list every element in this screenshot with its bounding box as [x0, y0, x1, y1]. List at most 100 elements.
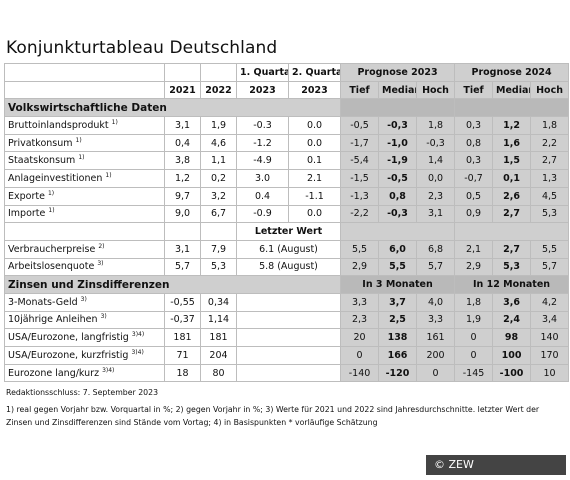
header-prognose-2023: Prognose 2023: [339, 63, 456, 82]
value-cell: 0.0: [288, 133, 341, 153]
value-cell: 98: [492, 328, 532, 347]
value-cell: 0,9: [454, 204, 494, 224]
last-value-cell: 6.1 (August): [236, 239, 341, 259]
row-label-text: USA/Eurozone, langfristig: [8, 332, 132, 344]
table-row: 3-Monats-Geld 3) -0,55 0,34 3,3 3,7 4,0 1,8 3,6…: [4, 292, 570, 312]
value-cell: 3,8: [164, 151, 201, 171]
value-cell: 2,2: [530, 133, 570, 153]
value-cell: 166: [378, 346, 417, 365]
value-cell: 0: [415, 363, 456, 383]
header-2023-q2: 2023: [288, 80, 341, 100]
row-label-text: Importe: [8, 208, 49, 220]
header-prognose-2024: Prognose 2024: [454, 63, 570, 82]
empty-cell: [236, 363, 341, 383]
value-cell: 3,2: [200, 186, 237, 206]
section-fill: [454, 98, 570, 118]
value-cell: 4,6: [200, 133, 237, 153]
value-cell: 1,8: [530, 116, 570, 135]
value-cell: 2,3: [340, 310, 379, 330]
value-cell: 2,9: [340, 257, 379, 277]
value-cell: 1,6: [492, 133, 532, 153]
empty-cell: [339, 222, 456, 241]
value-cell: -1,7: [340, 133, 379, 153]
header-empty: [4, 63, 165, 82]
konjunktur-table-wrap: 1. Quartal 2. Quartal Prognose 2023 Prog…: [4, 63, 570, 383]
value-cell: 0: [454, 328, 494, 347]
copyright-credit: © ZEW: [426, 455, 566, 475]
value-cell: 2,4: [492, 310, 532, 330]
value-cell: 140: [530, 328, 570, 347]
empty-cell: [4, 222, 165, 241]
footnote-marker: 3)4): [131, 348, 144, 356]
value-cell: -1.1: [288, 186, 341, 206]
empty-cell: [164, 222, 201, 241]
row-label: 3-Monats-Geld 3): [4, 292, 165, 312]
value-cell: 181: [200, 328, 237, 347]
empty-cell: [454, 222, 570, 241]
row-label: Exporte 1): [4, 186, 165, 206]
value-cell: 3.0: [236, 169, 289, 188]
value-cell: 4,2: [530, 292, 570, 312]
value-cell: 0,34: [200, 292, 237, 312]
footnote-marker: 1): [48, 207, 55, 215]
header-in-3-monaten: In 3 Monaten: [339, 275, 456, 294]
row-label-text: 10jährige Anleihen: [8, 314, 101, 326]
value-cell: 3,7: [378, 292, 417, 312]
footnote-marker: 3): [100, 313, 107, 321]
header-empty: [4, 80, 165, 100]
value-cell: 0,0: [415, 169, 456, 188]
row-label: Privatkonsum 1): [4, 133, 165, 153]
header-q1: 1. Quartal: [236, 63, 289, 82]
letzter-wert-row: Letzter Wert: [4, 222, 570, 241]
value-cell: 1,3: [530, 169, 570, 188]
value-cell: -0,3: [378, 204, 417, 224]
page-title: Konjunkturtableau Deutschland: [6, 38, 278, 58]
value-cell: 161: [415, 328, 456, 347]
value-cell: 10: [530, 363, 570, 383]
header-median: Median: [492, 80, 532, 100]
value-cell: -145: [454, 363, 494, 383]
value-cell: 1,14: [200, 310, 237, 330]
value-cell: 2,9: [454, 257, 494, 277]
value-cell: 6,8: [415, 239, 456, 259]
table-row: Bruttoinlandsprodukt 1) 3,1 1,9 -0.3 0.0 -0,5…: [4, 116, 570, 135]
value-cell: -0,37: [164, 310, 201, 330]
value-cell: 181: [164, 328, 201, 347]
value-cell: 0,8: [454, 133, 494, 153]
value-cell: 5,5: [378, 257, 417, 277]
value-cell: 5,5: [530, 239, 570, 259]
header-in-12-monaten: In 12 Monaten: [454, 275, 570, 294]
value-cell: 80: [200, 363, 237, 383]
value-cell: 2,7: [530, 151, 570, 171]
rows-zinsen: 3-Monats-Geld 3) -0,55 0,34 3,3 3,7 4,0 1,8 3,6…: [4, 292, 570, 383]
value-cell: 9,7: [164, 186, 201, 206]
footnote-marker: 1): [75, 136, 82, 144]
value-cell: -0,7: [454, 169, 494, 188]
value-cell: -2,2: [340, 204, 379, 224]
row-label-text: Privatkonsum: [8, 137, 76, 149]
value-cell: 1,9: [454, 310, 494, 330]
empty-cell: [236, 310, 341, 330]
value-cell: 5,5: [340, 239, 379, 259]
row-label: Bruttoinlandsprodukt 1): [4, 116, 165, 135]
footnote-marker: 1): [105, 171, 112, 179]
value-cell: 0.1: [288, 151, 341, 171]
last-value-cell: 5.8 (August): [236, 257, 341, 277]
footnote-marker: 3): [80, 295, 87, 303]
row-label-text: Anlageinvestitionen: [8, 172, 106, 184]
row-label: USA/Eurozone, langfristig 3)4): [4, 328, 165, 347]
value-cell: -100: [492, 363, 532, 383]
table-row: Anlageinvestitionen 1) 1,2 0,2 3.0 2.1 -1,5 -0…: [4, 169, 570, 188]
value-cell: 0,4: [164, 133, 201, 153]
value-cell: -5,4: [340, 151, 379, 171]
value-cell: -1,0: [378, 133, 417, 153]
footnote-marker: 2): [98, 242, 105, 250]
value-cell: 200: [415, 346, 456, 365]
letzter-wert-body: Letzter Wert: [4, 222, 570, 241]
table-row: Importe 1) 9,0 6,7 -0.9 0.0 -2,2 -0,3 3,1 0,9 2,7…: [4, 204, 570, 224]
value-cell: -0,55: [164, 292, 201, 312]
rows-preise: Verbraucherpreise 2) 3,1 7,9 6.1 (August) 5,…: [4, 239, 570, 277]
value-cell: 2,7: [492, 204, 532, 224]
value-cell: 3,6: [492, 292, 532, 312]
value-cell: -0,3: [415, 133, 456, 153]
